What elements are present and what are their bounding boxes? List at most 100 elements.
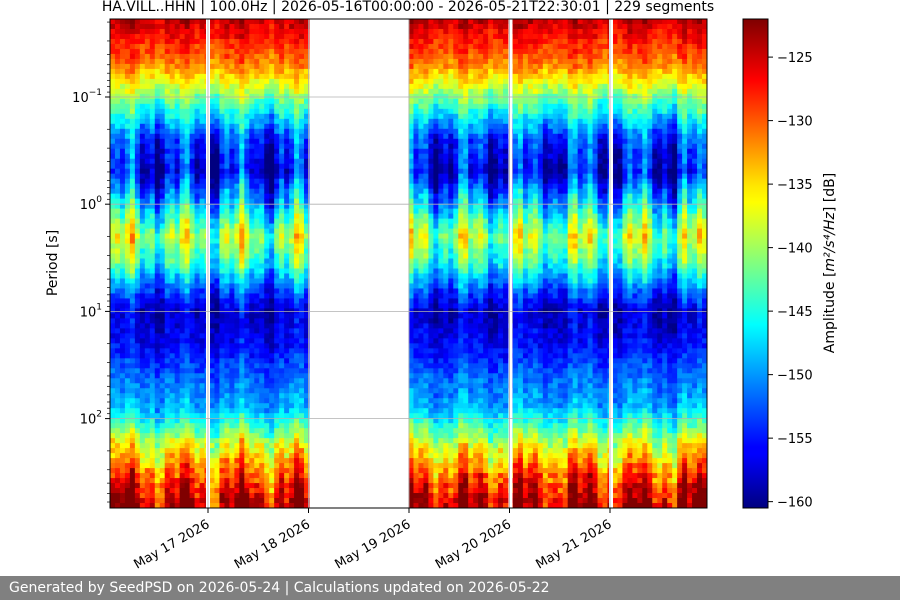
- heatmap-cell: [269, 368, 275, 374]
- heatmap-cell: [448, 428, 454, 434]
- heatmap-cell: [139, 488, 146, 494]
- heatmap-cell: [438, 53, 444, 60]
- heatmap-cell: [244, 273, 250, 279]
- heatmap-cell: [423, 448, 429, 454]
- heatmap-cell: [304, 203, 310, 210]
- heatmap-cell: [134, 118, 141, 125]
- heatmap-cell: [179, 323, 186, 329]
- heatmap-cell: [289, 288, 295, 294]
- heatmap-cell: [249, 168, 255, 175]
- heatmap-cell: [274, 223, 280, 230]
- heatmap-cell: [458, 208, 464, 215]
- heatmap-cell: [299, 138, 305, 145]
- heatmap-cell: [279, 503, 285, 508]
- heatmap-cell: [134, 313, 141, 319]
- heatmap-cell: [194, 323, 201, 329]
- heatmap-cell: [234, 183, 240, 190]
- heatmap-cell: [214, 478, 220, 484]
- heatmap-cell: [413, 183, 419, 190]
- heatmap-cell: [428, 318, 434, 324]
- heatmap-cell: [274, 243, 280, 250]
- heatmap-cell: [438, 158, 444, 165]
- heatmap-cell: [234, 203, 240, 210]
- heatmap-cell: [259, 68, 265, 75]
- heatmap-cell: [239, 108, 245, 115]
- heatmap-cell: [194, 393, 201, 399]
- heatmap-cell: [279, 138, 285, 145]
- heatmap-cell: [199, 318, 206, 324]
- heatmap-cell: [179, 228, 186, 235]
- heatmap-cell: [408, 88, 414, 95]
- heatmap-cell: [199, 343, 206, 349]
- heatmap-cell: [110, 19, 116, 25]
- heatmap-cell: [458, 48, 464, 55]
- heatmap-cell: [124, 418, 131, 424]
- heatmap-cell: [304, 268, 310, 274]
- heatmap-cell: [433, 423, 439, 429]
- heatmap-cell: [274, 443, 280, 449]
- heatmap-cell: [219, 453, 225, 459]
- heatmap-cell: [159, 143, 166, 150]
- heatmap-cell: [174, 343, 181, 349]
- heatmap-cell: [139, 63, 146, 70]
- heatmap-cell: [169, 243, 176, 250]
- heatmap-cell: [279, 19, 285, 25]
- heatmap-cell: [224, 178, 230, 185]
- heatmap-cell: [214, 483, 220, 489]
- heatmap-cell: [453, 43, 459, 50]
- heatmap-cell: [169, 383, 176, 389]
- heatmap-cell: [448, 218, 454, 225]
- heatmap-cell: [294, 293, 300, 299]
- heatmap-cell: [199, 428, 206, 434]
- heatmap-cell: [179, 263, 186, 269]
- heatmap-cell: [279, 203, 285, 210]
- heatmap-cell: [174, 493, 181, 499]
- heatmap-cell: [438, 88, 444, 95]
- heatmap-cell: [279, 143, 285, 150]
- heatmap-cell: [279, 273, 285, 279]
- heatmap-cell: [279, 278, 285, 284]
- heatmap-cell: [144, 343, 151, 349]
- heatmap-cell: [274, 318, 280, 324]
- heatmap-cell: [239, 98, 245, 105]
- heatmap-cell: [413, 413, 419, 419]
- heatmap-cell: [423, 19, 429, 25]
- heatmap-cell: [269, 433, 275, 439]
- heatmap-cell: [234, 133, 240, 140]
- heatmap-cell: [259, 483, 265, 489]
- heatmap-cell: [194, 413, 201, 419]
- heatmap-cell: [234, 243, 240, 250]
- heatmap-cell: [110, 408, 116, 414]
- heatmap-cell: [129, 268, 136, 274]
- heatmap-cell: [299, 28, 305, 35]
- heatmap-cell: [134, 43, 141, 50]
- heatmap-cell: [119, 433, 126, 439]
- heatmap-cell: [438, 208, 444, 215]
- heatmap-cell: [184, 453, 191, 459]
- heatmap-cell: [304, 473, 310, 479]
- heatmap-cell: [169, 433, 176, 439]
- heatmap-cell: [423, 323, 429, 329]
- heatmap-cell: [149, 478, 156, 484]
- heatmap-cell: [413, 43, 419, 50]
- heatmap-cell: [254, 273, 260, 279]
- heatmap-cell: [458, 19, 464, 25]
- heatmap-cell: [110, 258, 116, 264]
- heatmap-cell: [269, 198, 275, 205]
- heatmap-cell: [110, 43, 116, 50]
- heatmap-cell: [294, 153, 300, 160]
- heatmap-cell: [279, 353, 285, 359]
- heatmap-cell: [448, 228, 454, 235]
- heatmap-cell: [199, 68, 206, 75]
- heatmap-cell: [448, 378, 454, 384]
- heatmap-cell: [110, 188, 116, 195]
- heatmap-cell: [144, 278, 151, 284]
- heatmap-cell: [219, 148, 225, 155]
- heatmap-cell: [294, 468, 300, 474]
- heatmap-cell: [114, 413, 121, 419]
- heatmap-cell: [448, 243, 454, 250]
- heatmap-cell: [299, 33, 305, 40]
- heatmap-cell: [423, 78, 429, 85]
- heatmap-cell: [433, 483, 439, 489]
- heatmap-cell: [269, 23, 275, 30]
